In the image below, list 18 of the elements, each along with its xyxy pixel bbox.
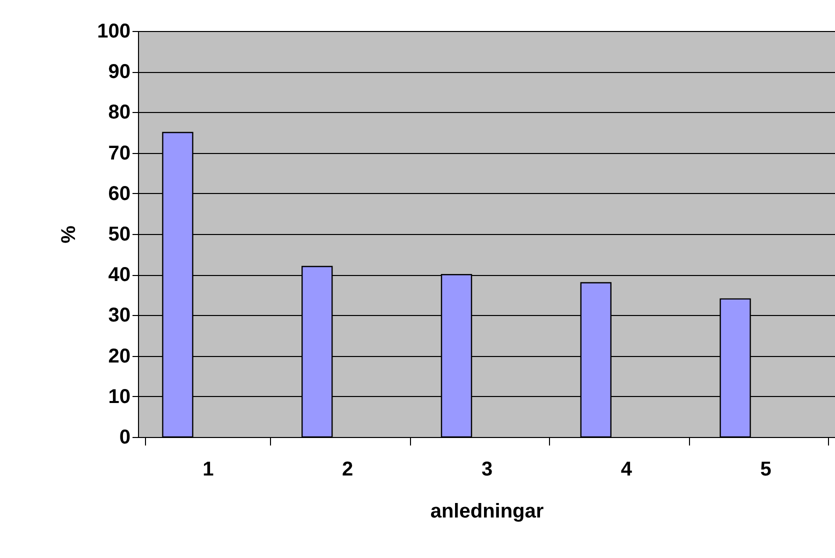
y-tick-label: 60 xyxy=(108,182,130,205)
y-tick-label: 80 xyxy=(108,102,130,124)
y-axis-title: % xyxy=(58,225,80,244)
y-tick-label: 0 xyxy=(119,426,130,448)
y-tick-label: 30 xyxy=(108,304,130,327)
y-tick-label: 50 xyxy=(108,224,130,246)
y-tick-label: 40 xyxy=(108,264,130,286)
y-tick-label: 20 xyxy=(108,345,130,368)
x-tick-label: 4 xyxy=(620,458,633,480)
y-tick-label: 10 xyxy=(108,386,130,408)
x-tick-label: 5 xyxy=(760,458,772,480)
y-tick-label: 90 xyxy=(108,61,130,84)
y-tick-label: 100 xyxy=(97,20,130,42)
y-tick-label: 70 xyxy=(108,142,130,164)
x-tick-label: 1 xyxy=(202,458,214,480)
x-tick-label: 3 xyxy=(481,458,493,480)
x-axis-title: anledningar xyxy=(430,500,544,522)
x-tick-label: 2 xyxy=(342,458,354,480)
